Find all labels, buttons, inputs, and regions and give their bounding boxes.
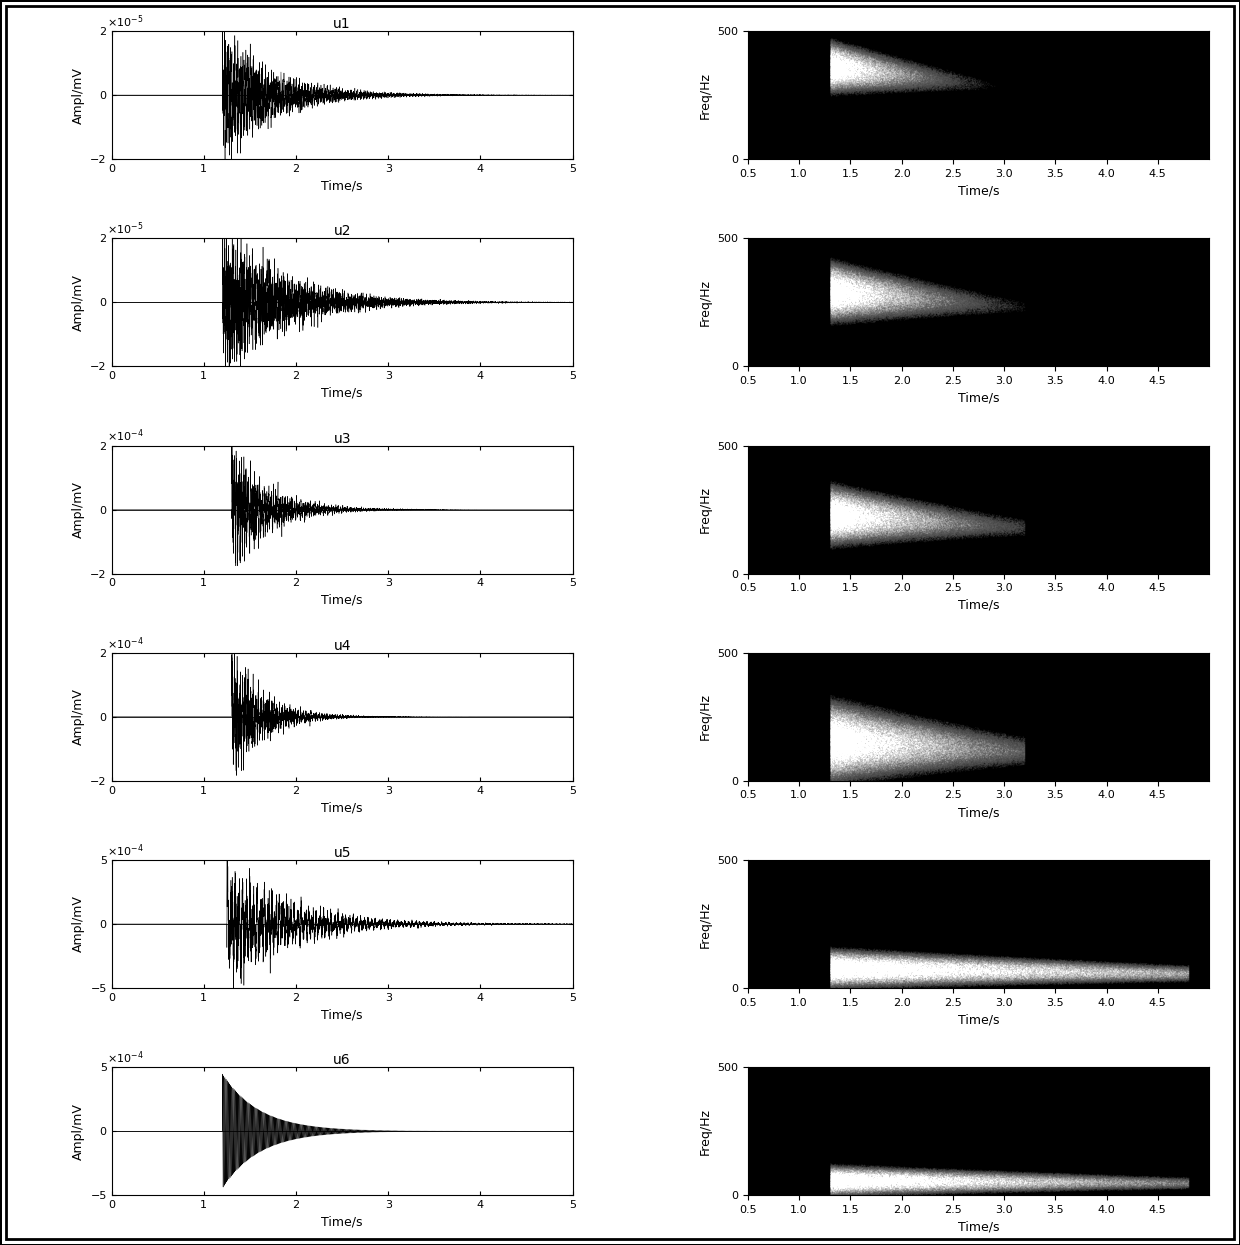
X-axis label: Time/s: Time/s (957, 1220, 999, 1234)
Title: u3: u3 (334, 432, 351, 446)
X-axis label: Time/s: Time/s (957, 184, 999, 197)
Text: $\times 10^{-4}$: $\times 10^{-4}$ (107, 635, 144, 651)
Text: $\times 10^{-4}$: $\times 10^{-4}$ (107, 428, 144, 444)
Y-axis label: Ampl/mV: Ampl/mV (72, 274, 84, 331)
Title: u2: u2 (334, 224, 351, 238)
Y-axis label: Freq/Hz: Freq/Hz (698, 71, 712, 118)
Title: u1: u1 (334, 17, 351, 31)
Y-axis label: Freq/Hz: Freq/Hz (698, 279, 712, 326)
Y-axis label: Freq/Hz: Freq/Hz (698, 900, 712, 947)
X-axis label: Time/s: Time/s (321, 387, 363, 400)
X-axis label: Time/s: Time/s (321, 1008, 363, 1021)
Text: $\times 10^{-5}$: $\times 10^{-5}$ (107, 14, 144, 30)
X-axis label: Time/s: Time/s (321, 1215, 363, 1229)
X-axis label: Time/s: Time/s (957, 806, 999, 819)
Text: $\times 10^{-4}$: $\times 10^{-4}$ (107, 842, 144, 859)
X-axis label: Time/s: Time/s (321, 594, 363, 606)
Title: u4: u4 (334, 639, 351, 652)
Y-axis label: Freq/Hz: Freq/Hz (698, 1108, 712, 1155)
Title: u6: u6 (334, 1053, 351, 1067)
Y-axis label: Ampl/mV: Ampl/mV (72, 481, 84, 538)
Text: $\times 10^{-4}$: $\times 10^{-4}$ (107, 1050, 144, 1066)
Y-axis label: Ampl/mV: Ampl/mV (72, 688, 84, 746)
X-axis label: Time/s: Time/s (321, 179, 363, 193)
Text: $\times 10^{-5}$: $\times 10^{-5}$ (107, 220, 144, 237)
X-axis label: Time/s: Time/s (321, 801, 363, 814)
X-axis label: Time/s: Time/s (957, 1013, 999, 1026)
Title: u5: u5 (334, 847, 351, 860)
Y-axis label: Ampl/mV: Ampl/mV (72, 67, 84, 123)
X-axis label: Time/s: Time/s (957, 599, 999, 611)
Y-axis label: Freq/Hz: Freq/Hz (698, 486, 712, 533)
X-axis label: Time/s: Time/s (957, 392, 999, 405)
Y-axis label: Ampl/mV: Ampl/mV (72, 895, 84, 952)
Y-axis label: Freq/Hz: Freq/Hz (698, 693, 712, 741)
Y-axis label: Ampl/mV: Ampl/mV (72, 1103, 84, 1159)
